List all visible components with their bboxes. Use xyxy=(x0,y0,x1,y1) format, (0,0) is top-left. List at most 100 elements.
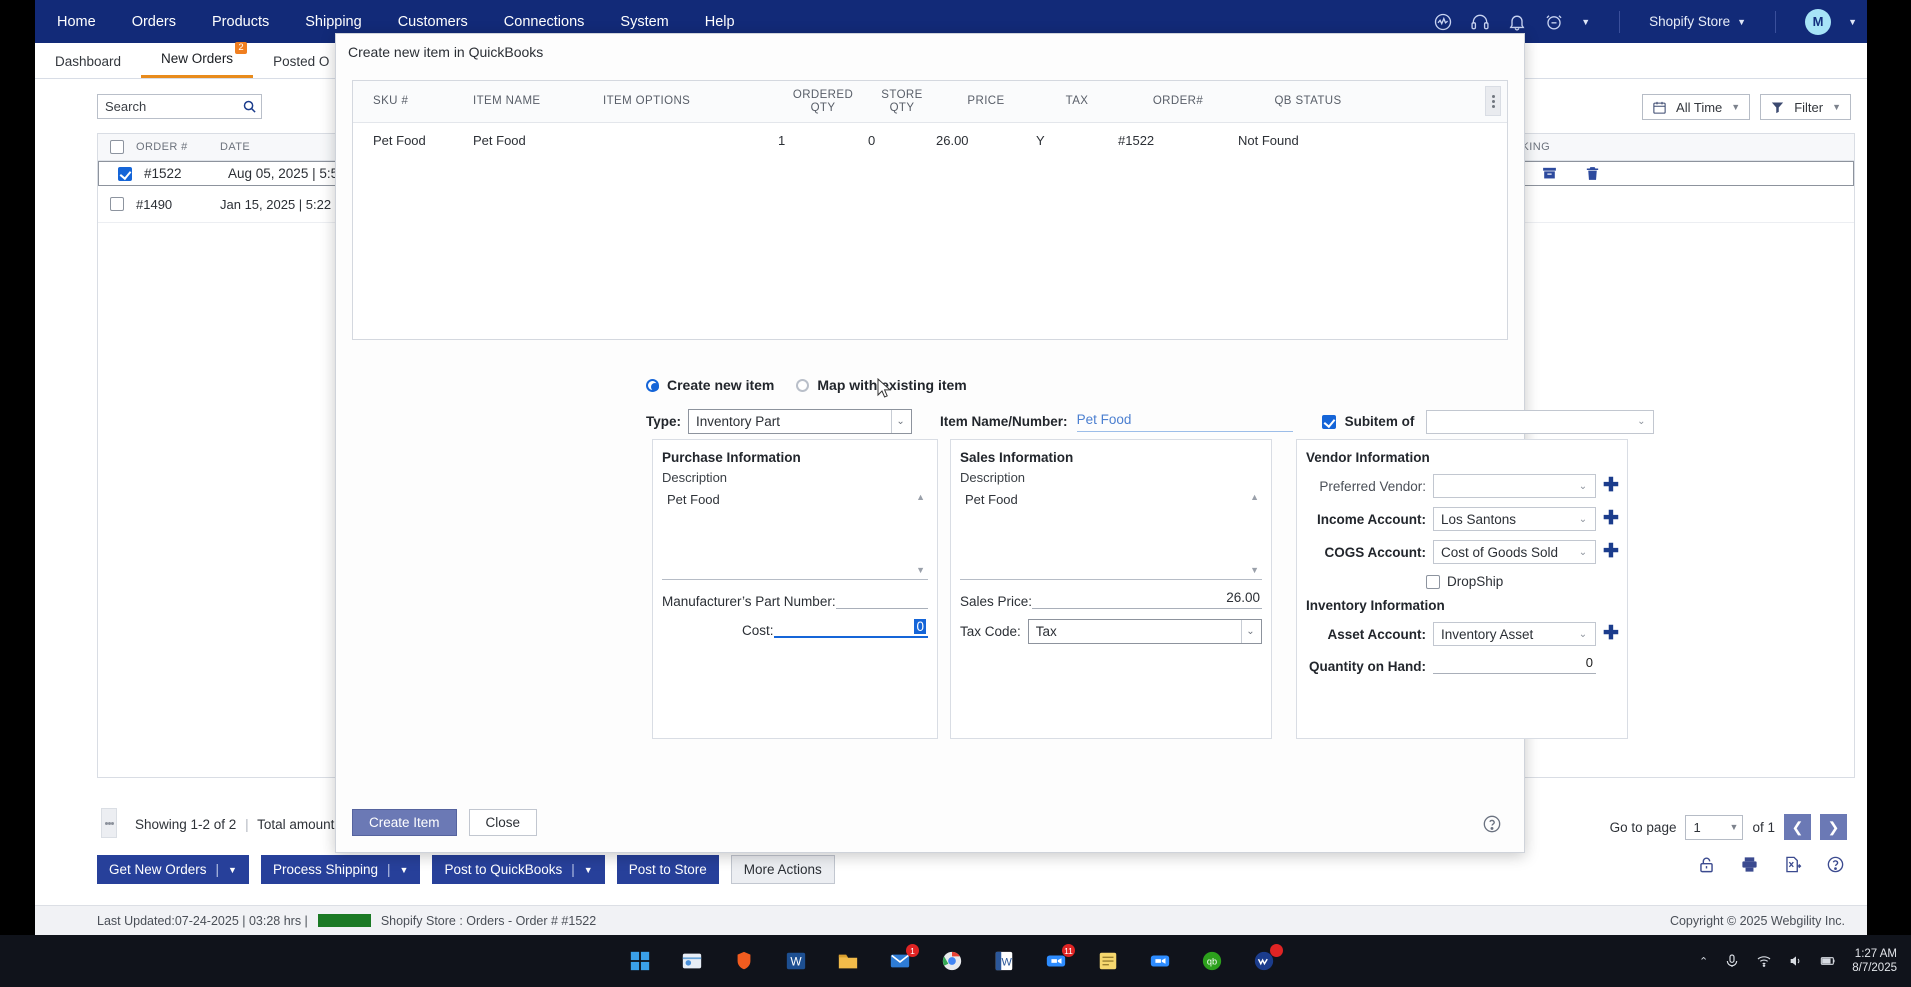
purchase-description-input[interactable]: Pet Food ▲ ▼ xyxy=(662,488,928,580)
print-icon[interactable] xyxy=(1740,855,1759,874)
taskbar-clock[interactable]: 1:27 AM 8/7/2025 xyxy=(1852,947,1897,975)
webgility-icon[interactable] xyxy=(1249,944,1283,976)
search-input[interactable]: Search xyxy=(97,94,262,119)
add-cogs-account-icon[interactable]: ✚ xyxy=(1603,541,1619,562)
prev-page-button[interactable]: ❮ xyxy=(1784,814,1811,840)
chevron-down-icon[interactable]: ▼ xyxy=(1581,16,1591,27)
more-actions-button[interactable]: More Actions xyxy=(730,855,835,884)
grid-column-store-qty[interactable]: STORE QTY xyxy=(868,89,936,115)
radio-map-existing-item[interactable]: Map with existing item xyxy=(796,377,967,393)
grid-column-ordered-qty[interactable]: ORDERED QTY xyxy=(778,89,868,115)
grid-column-options-button[interactable] xyxy=(1485,86,1501,116)
add-asset-account-icon[interactable]: ✚ xyxy=(1603,623,1619,644)
add-vendor-icon[interactable]: ✚ xyxy=(1603,475,1619,496)
next-page-button[interactable]: ❯ xyxy=(1820,814,1847,840)
grid-column-item-name[interactable]: ITEM NAME xyxy=(473,95,603,108)
bell-icon[interactable] xyxy=(1507,12,1527,32)
headset-icon[interactable] xyxy=(1470,12,1490,32)
qb-icon[interactable]: qb xyxy=(1197,946,1227,976)
nav-item-orders[interactable]: Orders xyxy=(131,13,177,30)
word-icon[interactable]: W xyxy=(989,946,1019,976)
chevron-down-icon[interactable]: ▼ xyxy=(399,864,409,875)
process-shipping-button[interactable]: Process Shipping | ▼ xyxy=(260,855,421,884)
avatar[interactable]: M xyxy=(1805,8,1832,35)
help-circle-icon[interactable] xyxy=(1482,814,1502,834)
type-select[interactable]: Inventory Part ⌄ xyxy=(688,409,913,434)
zoom2-icon[interactable] xyxy=(1145,946,1175,976)
dropship-checkbox[interactable] xyxy=(1426,574,1440,589)
tab-dashboard[interactable]: Dashboard xyxy=(35,54,141,78)
file-explorer-icon[interactable] xyxy=(833,946,863,976)
nav-item-home[interactable]: Home xyxy=(57,13,96,30)
nav-item-help[interactable]: Help xyxy=(704,13,735,30)
table-row[interactable]: Pet Food Pet Food 1 0 26.00 Y #1522 Not … xyxy=(353,123,1507,157)
filter-button[interactable]: Filter ▼ xyxy=(1760,94,1851,120)
store-icon[interactable] xyxy=(677,946,707,976)
chevron-up-icon[interactable]: ⌃ xyxy=(1699,955,1709,968)
cost-input[interactable]: 0 xyxy=(773,619,928,638)
chevron-down-icon[interactable]: ▼ xyxy=(1848,16,1857,27)
help-circle-icon[interactable] xyxy=(1826,855,1845,874)
page-number-select[interactable]: 1 ▼ xyxy=(1685,814,1744,840)
tab-new-orders[interactable]: New Orders 2 xyxy=(141,42,254,78)
windows-start-icon[interactable] xyxy=(625,946,655,976)
battery-icon[interactable] xyxy=(1820,953,1836,969)
tab-posted-orders[interactable]: Posted O xyxy=(253,54,349,78)
asset-account-select[interactable]: Inventory Asset ⌄ xyxy=(1433,622,1596,646)
post-to-quickbooks-button[interactable]: Post to QuickBooks | ▼ xyxy=(432,855,605,884)
export-excel-icon[interactable] xyxy=(1783,855,1802,874)
alarm-clock-icon[interactable] xyxy=(1544,12,1564,32)
brave-icon[interactable] xyxy=(729,946,759,976)
close-button[interactable]: Close xyxy=(468,809,538,836)
column-header-date[interactable]: DATE xyxy=(220,141,251,153)
subitem-checkbox[interactable] xyxy=(1321,414,1336,429)
mail-icon[interactable]: 1 xyxy=(885,944,919,976)
scroll-down-icon[interactable]: ▼ xyxy=(916,565,925,575)
mpn-input[interactable] xyxy=(835,590,928,609)
post-to-store-button[interactable]: Post to Store xyxy=(616,855,719,884)
search-icon[interactable] xyxy=(242,99,257,114)
item-name-input[interactable]: Pet Food xyxy=(1076,412,1293,432)
column-header-order[interactable]: ORDER # xyxy=(136,141,188,153)
mic-icon[interactable] xyxy=(1724,953,1740,969)
activity-icon[interactable] xyxy=(1433,12,1453,32)
get-new-orders-button[interactable]: Get New Orders | ▼ xyxy=(97,855,249,884)
nav-item-connections[interactable]: Connections xyxy=(503,13,585,30)
nav-item-shipping[interactable]: Shipping xyxy=(305,13,362,30)
scroll-up-icon[interactable]: ▲ xyxy=(1250,492,1259,502)
unlock-icon[interactable] xyxy=(1697,855,1716,874)
row-checkbox[interactable] xyxy=(106,166,144,181)
zoom-icon[interactable]: 11 xyxy=(1041,944,1075,976)
tax-code-select[interactable]: Tax ⌄ xyxy=(1027,619,1262,644)
subitem-select[interactable]: ⌄ xyxy=(1426,409,1655,434)
store-selector[interactable]: Shopify Store ▼ xyxy=(1649,14,1746,29)
sales-price-input[interactable]: 26.00 xyxy=(1032,590,1262,609)
grid-column-qb-status[interactable]: QB STATUS xyxy=(1238,95,1378,108)
chevron-down-icon[interactable]: ▼ xyxy=(228,864,237,875)
scroll-up-icon[interactable]: ▲ xyxy=(916,492,925,502)
volume-icon[interactable] xyxy=(1788,953,1804,969)
select-all-checkbox[interactable] xyxy=(98,140,136,154)
grid-column-order-number[interactable]: ORDER# xyxy=(1118,95,1238,108)
radio-create-new-item[interactable]: Create new item xyxy=(646,377,774,393)
grid-column-item-options[interactable]: ITEM OPTIONS xyxy=(603,95,778,108)
sales-description-input[interactable]: Pet Food ▲ ▼ xyxy=(960,488,1262,580)
trash-icon[interactable] xyxy=(1584,165,1601,182)
income-account-select[interactable]: Los Santons ⌄ xyxy=(1433,507,1596,531)
grid-column-sku[interactable]: SKU # xyxy=(353,95,473,108)
row-checkbox[interactable] xyxy=(98,197,136,211)
scroll-down-icon[interactable]: ▼ xyxy=(1250,565,1259,575)
nav-item-products[interactable]: Products xyxy=(212,13,270,30)
chevron-down-icon[interactable]: ▼ xyxy=(583,864,593,875)
add-income-account-icon[interactable]: ✚ xyxy=(1603,508,1619,529)
nav-item-system[interactable]: System xyxy=(620,13,669,30)
nav-item-customers[interactable]: Customers xyxy=(397,13,468,30)
grid-column-tax[interactable]: TAX xyxy=(1036,95,1118,108)
chrome-icon[interactable] xyxy=(937,946,967,976)
wifi-icon[interactable] xyxy=(1756,953,1772,969)
create-item-button[interactable]: Create Item xyxy=(352,809,457,836)
date-range-filter[interactable]: All Time ▼ xyxy=(1642,94,1751,120)
preferred-vendor-select[interactable]: ⌄ xyxy=(1433,474,1596,498)
grid-column-price[interactable]: PRICE xyxy=(936,95,1036,108)
cogs-account-select[interactable]: Cost of Goods Sold ⌄ xyxy=(1433,540,1596,564)
